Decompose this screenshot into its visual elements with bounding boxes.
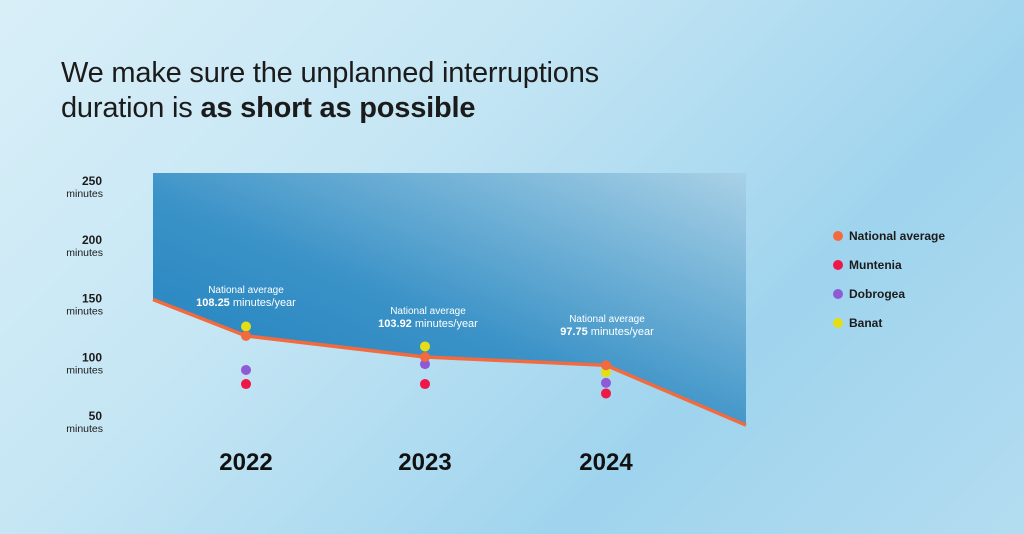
annotation-value: 103.92 minutes/year	[378, 318, 478, 330]
annotation-label: National average	[390, 306, 466, 317]
annotation-label: National average	[208, 285, 284, 296]
x-tick-label: 2024	[579, 449, 633, 476]
legend-label: National average	[849, 228, 946, 243]
national-average-point	[241, 330, 251, 341]
dobrogea-point	[420, 359, 430, 370]
banat-point	[601, 367, 611, 378]
y-tick-unit: minutes	[66, 364, 103, 376]
legend-item-muntenia: Muntenia	[833, 257, 945, 272]
title-line-1: We make sure the unplanned interruptions	[61, 57, 599, 89]
y-tick-unit: minutes	[66, 306, 103, 318]
legend-swatch	[833, 288, 843, 299]
legend-swatch	[833, 317, 843, 328]
page-title: We make sure the unplanned interruptions…	[61, 56, 599, 126]
area-band	[153, 173, 746, 426]
legend-label: Banat	[849, 315, 883, 330]
annotation-value: 97.75 minutes/year	[560, 326, 654, 338]
y-tick-label: 50	[89, 409, 103, 423]
x-tick-label: 2022	[219, 449, 272, 476]
y-tick-unit: minutes	[66, 188, 103, 200]
muntenia-point	[241, 379, 251, 390]
y-tick-unit: minutes	[66, 423, 103, 435]
legend-label: Muntenia	[849, 257, 902, 272]
national-average-point	[420, 352, 430, 363]
legend-item-banat: Banat	[833, 315, 945, 330]
dobrogea-point	[241, 364, 251, 375]
y-tick-label: 250	[82, 174, 102, 188]
legend-swatch	[833, 259, 843, 270]
national-average-point	[601, 360, 611, 371]
muntenia-point	[420, 379, 430, 390]
y-tick-label: 100	[82, 350, 102, 364]
title-line-2: duration is	[61, 92, 201, 124]
legend-item-national-average: National average	[833, 228, 945, 243]
legend-label: Dobrogea	[849, 286, 906, 301]
y-tick-unit: minutes	[66, 247, 103, 259]
x-tick-label: 2023	[398, 449, 451, 476]
y-tick-label: 150	[82, 292, 102, 306]
legend: National average Muntenia Dobrogea Banat	[833, 228, 945, 344]
muntenia-point	[601, 388, 611, 399]
y-tick-label: 200	[82, 233, 102, 247]
legend-item-dobrogea: Dobrogea	[833, 286, 945, 301]
banat-point	[420, 341, 430, 352]
title-emphasis: as short as possible	[200, 92, 476, 124]
annotation-label: National average	[569, 314, 645, 325]
dobrogea-point	[601, 377, 611, 388]
legend-swatch	[833, 230, 843, 241]
annotation-value: 108.25 minutes/year	[196, 297, 296, 309]
banat-point	[241, 321, 251, 332]
